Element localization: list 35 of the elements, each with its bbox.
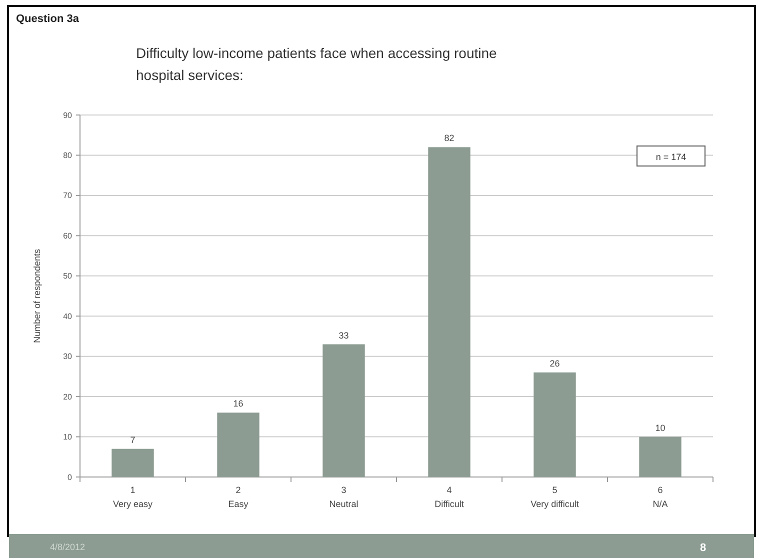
text: Question 3a bbox=[16, 13, 80, 25]
y-tick-label: 20 bbox=[63, 392, 73, 402]
y-tick-label: 50 bbox=[63, 272, 73, 281]
data-label: 10 bbox=[655, 422, 666, 433]
data-label: 33 bbox=[338, 330, 349, 340]
note-box: n = 174 bbox=[636, 146, 706, 166]
x-tick-label: 3 Neutral bbox=[329, 485, 358, 509]
y-tick-label: 70 bbox=[63, 191, 73, 200]
bar bbox=[639, 436, 682, 477]
bar bbox=[112, 448, 154, 477]
y-tick-label: 60 bbox=[63, 231, 73, 240]
data-label: 82 bbox=[444, 133, 454, 144]
x-tick-label: 5 Very difficult bbox=[530, 485, 580, 509]
y-tick-label: 30 bbox=[63, 352, 73, 362]
y-tick-label: 80 bbox=[63, 151, 73, 160]
text: 8 bbox=[700, 542, 706, 554]
annotation: n = 174 bbox=[656, 152, 686, 162]
y-tick-label: 90 bbox=[63, 110, 73, 120]
bar bbox=[217, 412, 260, 477]
text: 4/8/2012 bbox=[50, 542, 86, 552]
x-tick-label: 2 Easy bbox=[228, 485, 249, 509]
x-tick-label: 1 Very easy bbox=[112, 485, 154, 509]
x-tick-label: 6 N/A bbox=[652, 485, 668, 509]
data-label: 16 bbox=[233, 398, 244, 409]
bar bbox=[534, 372, 576, 477]
bar bbox=[428, 147, 470, 477]
y-tick-label: 40 bbox=[63, 312, 73, 321]
y-tick-label: 10 bbox=[63, 432, 73, 442]
data-label: 7 bbox=[130, 434, 136, 445]
y-axis-title: Number of respondents bbox=[32, 248, 42, 344]
data-label: 26 bbox=[550, 358, 560, 368]
chart-title: Difficulty low-income patients face when accessing routine hospital services: bbox=[136, 45, 498, 83]
x-tick-label: 4 Difficult bbox=[434, 485, 464, 509]
bar bbox=[322, 344, 365, 477]
y-tick-label: 0 bbox=[68, 472, 73, 482]
